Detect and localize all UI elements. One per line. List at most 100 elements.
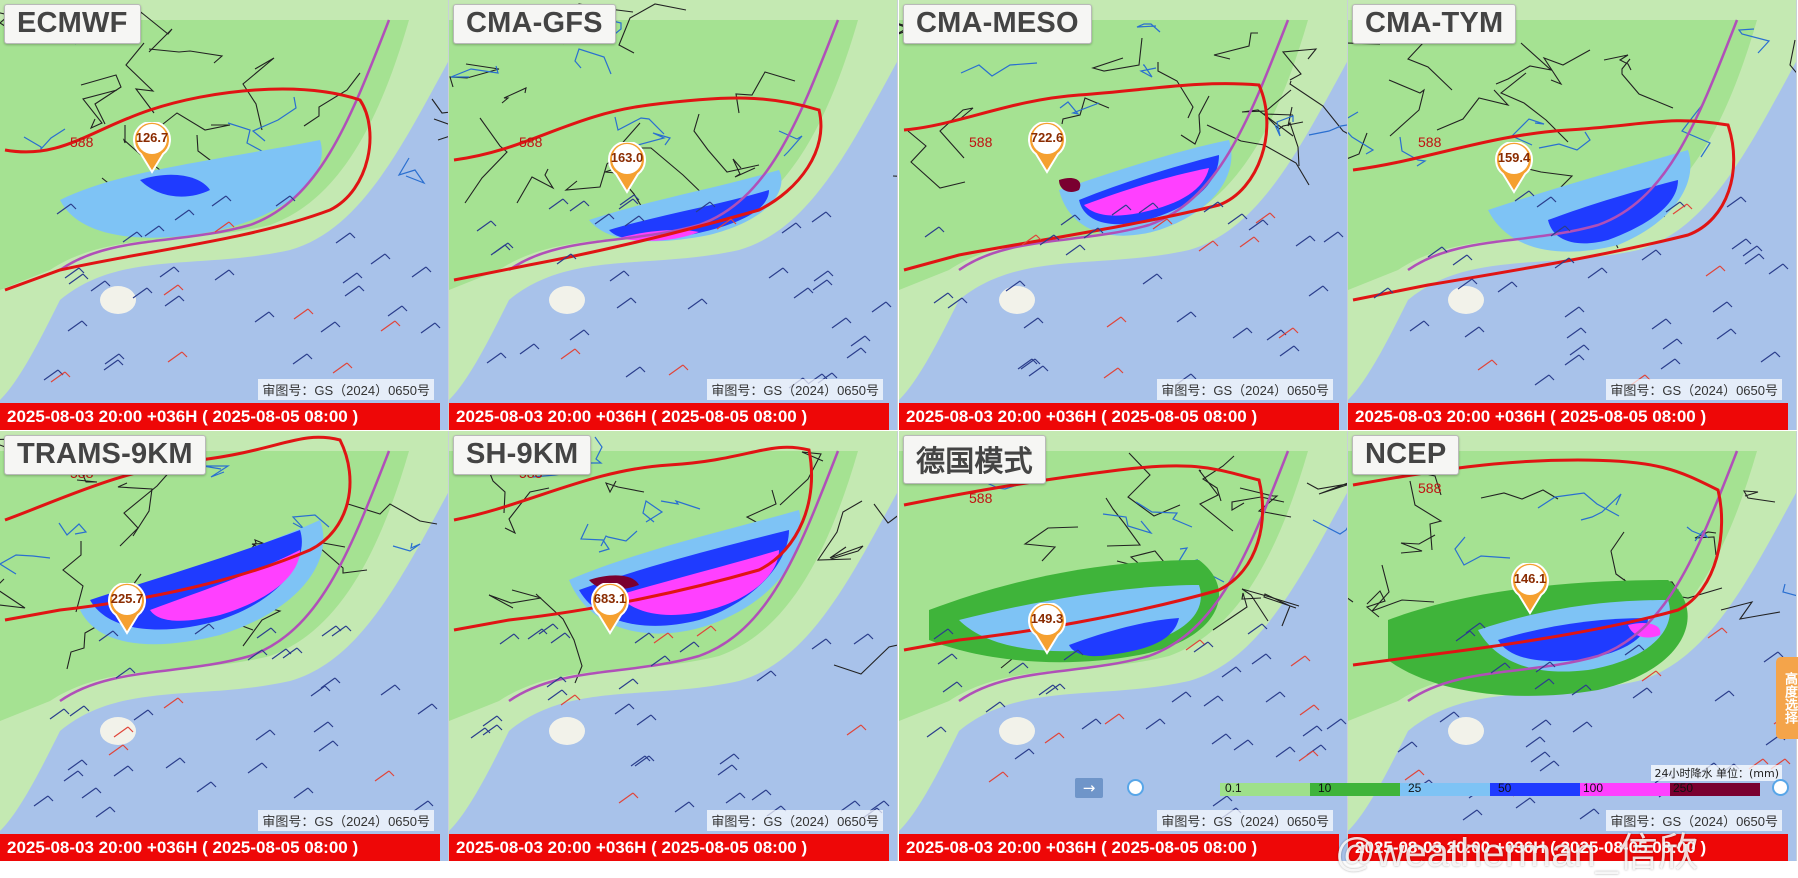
river-line [251, 96, 297, 142]
height-select-tab[interactable]: 高度选择 [1776, 657, 1798, 739]
model-panel[interactable]: 588 TRAMS-9KM 225.7 审图号：GS（2024）0650号 20… [0, 431, 449, 861]
model-panel[interactable]: 588 SH-9KM 683.1 审图号：GS（2024）0650号 2025-… [449, 431, 898, 861]
wind-barb [81, 787, 102, 799]
wind-barb [113, 765, 134, 777]
wind-barb [1251, 653, 1272, 665]
model-panel[interactable]: 588 ECMWF 126.7 审图号：GS（2024）0650号 2025-0… [0, 0, 449, 430]
forecast-time-bar: 2025-08-03 20:00 +036H ( 2025-08-05 08:0… [0, 834, 440, 861]
wind-barb [1731, 238, 1752, 250]
province-boundary [488, 589, 542, 609]
legend-slider-right-handle[interactable] [1772, 779, 1789, 796]
model-name-label: 德国模式 [903, 435, 1046, 484]
wind-barb [387, 305, 408, 317]
model-panel[interactable]: 588 CMA-MESO 722.6 审图号：GS（2024）0650号 202… [899, 0, 1348, 430]
wind-barb [616, 297, 637, 309]
wind-barb [624, 215, 645, 227]
play-arrow-button[interactable]: → [1075, 778, 1103, 798]
island-shape [1448, 717, 1484, 745]
province-boundary [1694, 531, 1717, 556]
province-boundary [1201, 455, 1235, 502]
wind-barb [933, 292, 954, 304]
province-boundary [303, 72, 361, 127]
precipitation-map[interactable]: 588 [449, 0, 898, 430]
wind-barb [1211, 733, 1232, 745]
wind-barb [519, 343, 540, 355]
wind-barb [122, 231, 143, 243]
wind-barb [1531, 719, 1552, 731]
wind-barb [1465, 622, 1486, 634]
max-precip-marker[interactable]: 126.7 [132, 122, 172, 174]
province-boundary [829, 545, 864, 560]
map-approval-number: 审图号：GS（2024）0650号 [1606, 810, 1782, 831]
model-panel[interactable]: 588 CMA-GFS 163.0 审图号：GS（2024）0650号 2025… [449, 0, 898, 430]
river-line [1135, 501, 1193, 528]
model-name-label: SH-9KM [453, 435, 592, 475]
precipitation-map[interactable]: 588 [449, 431, 898, 861]
max-precip-value: 163.0 [610, 150, 644, 165]
legend-slider-left-handle[interactable] [1127, 779, 1144, 796]
wind-barb [342, 272, 363, 284]
wind-barb [1176, 311, 1197, 323]
wind-barb [1302, 725, 1323, 737]
wind-barb [1203, 201, 1224, 213]
wind-barb [69, 705, 90, 717]
province-boundary [148, 48, 224, 64]
wind-barb [618, 198, 639, 210]
wind-barb [1571, 684, 1592, 696]
wind-barb [1152, 218, 1173, 230]
wind-barb [1763, 651, 1784, 663]
river-line [778, 130, 803, 157]
province-boundary [1091, 37, 1143, 72]
wind-barb [256, 627, 277, 639]
legend-color-swatch [1310, 783, 1400, 796]
wind-barb [1712, 301, 1733, 313]
wind-barb [1744, 253, 1765, 265]
wind-barb [482, 715, 503, 727]
wind-barb [1579, 808, 1600, 820]
model-panel[interactable]: 588 CMA-TYM 159.4 审图号：GS（2024）0650号 2025… [1348, 0, 1797, 430]
wind-barb [560, 348, 581, 360]
river-line [23, 128, 66, 151]
province-boundary [616, 122, 713, 204]
wind-barb [64, 267, 85, 279]
wind-barb [380, 320, 401, 332]
precipitation-map[interactable]: 588 [899, 431, 1348, 861]
wind-barb [926, 726, 947, 738]
max-precip-marker[interactable]: 159.4 [1494, 142, 1534, 194]
province-boundary [732, 158, 756, 178]
river-line [1274, 115, 1294, 137]
wind-barb [1515, 797, 1536, 809]
precipitation-map[interactable]: 588 [0, 431, 449, 861]
precipitation-map[interactable]: 588 [899, 0, 1348, 430]
wind-barb [527, 628, 548, 640]
wind-barb [846, 724, 867, 736]
wind-barb [95, 806, 116, 818]
max-precip-marker[interactable]: 163.0 [607, 142, 647, 194]
model-panel[interactable]: 588 德国模式 149.3 审图号：GS（2024）0650号 2025-08… [899, 431, 1348, 861]
max-precip-value: 683.1 [593, 591, 627, 606]
precipitation-map[interactable]: 588 [1348, 0, 1797, 430]
max-precip-marker[interactable]: 149.3 [1027, 603, 1067, 655]
max-precip-marker[interactable]: 683.1 [590, 583, 630, 635]
province-boundary [1263, 593, 1297, 627]
wind-barb [1564, 306, 1585, 318]
max-precip-marker[interactable]: 225.7 [107, 583, 147, 635]
wind-barb [1662, 338, 1683, 350]
province-boundary [119, 468, 173, 547]
precip-area [1488, 150, 1691, 252]
wind-barb [417, 703, 438, 715]
river-line [642, 500, 664, 523]
province-boundary [162, 112, 231, 131]
geopotential-contour-588 [453, 96, 823, 282]
precipitation-map[interactable]: 588 [0, 0, 449, 430]
province-boundary [1499, 72, 1569, 143]
wind-barb [132, 287, 153, 299]
river-line [1312, 519, 1347, 535]
max-precip-marker[interactable]: 146.1 [1510, 563, 1550, 615]
wind-barb [812, 279, 833, 291]
light-rain-area [899, 20, 1308, 290]
contour-label: 588 [1418, 480, 1442, 496]
max-precip-marker[interactable]: 722.6 [1027, 122, 1067, 174]
wind-barb [1632, 687, 1653, 699]
wind-barb [292, 353, 313, 365]
